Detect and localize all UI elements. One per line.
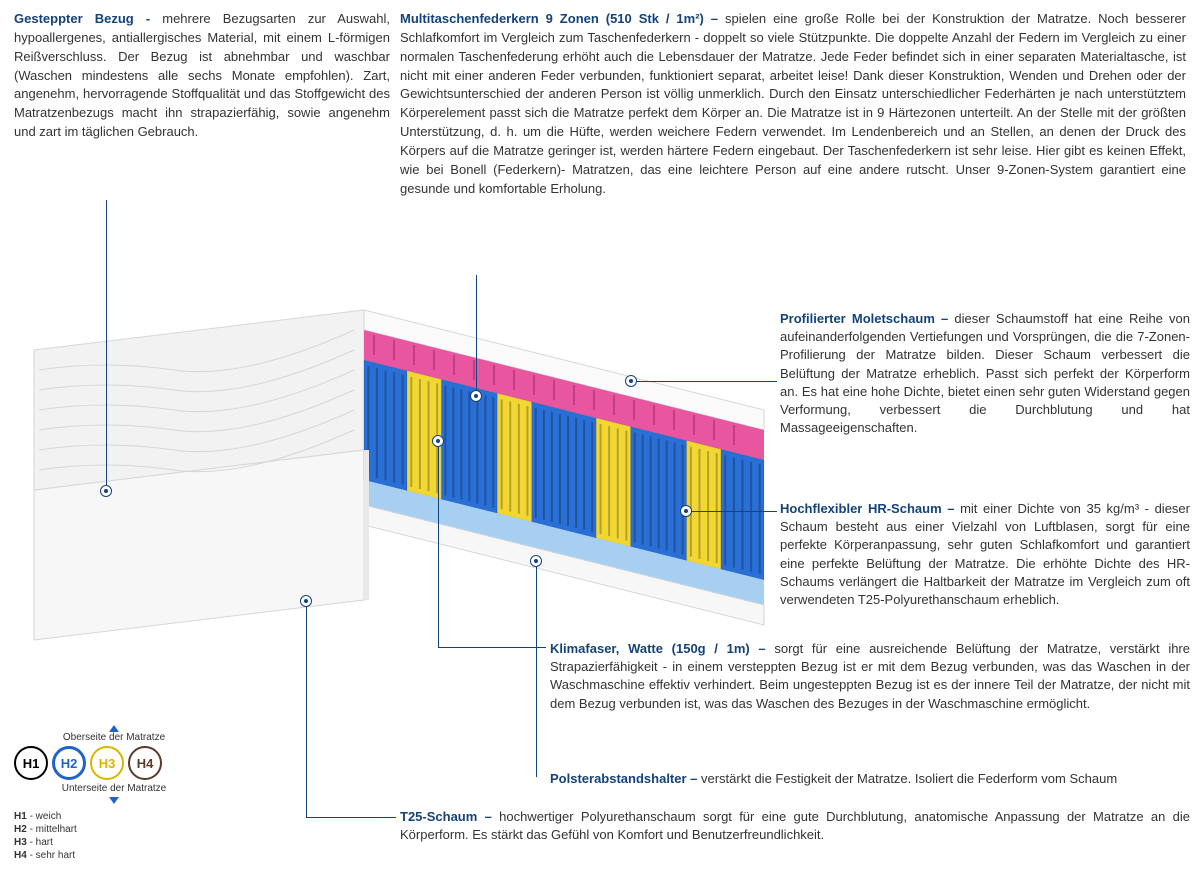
legend-key-item: H4 - sehr hart [14, 849, 214, 862]
legend-key-item: H3 - hart [14, 836, 214, 849]
legend-bottom-label: Unterseite der Matratze [14, 783, 214, 794]
legend-key-item: H1 - weich [14, 810, 214, 823]
body: hochwertiger Polyurethanschaum sorgt für… [400, 809, 1190, 842]
title: Profilierter Moletschaum – [780, 311, 954, 326]
body: mit einer Dichte von 35 kg/m³ - dieser S… [780, 501, 1190, 607]
leader [106, 200, 107, 485]
desc-springs: Multitaschenfederkern 9 Zonen (510 Stk /… [400, 10, 1186, 198]
leader [438, 647, 546, 648]
leader [306, 817, 396, 818]
hardness-ring-h2: H2 [52, 746, 86, 780]
leader [306, 607, 307, 817]
hardness-legend: Oberseite der Matratze H1H2H3H4 Untersei… [14, 725, 214, 862]
desc-springs-body: spielen eine große Rolle bei der Konstru… [400, 11, 1186, 196]
body: verstärkt die Festigkeit der Matratze. I… [701, 771, 1117, 786]
desc-t25: T25-Schaum – hochwertiger Polyurethansch… [400, 808, 1190, 844]
desc-polsterabstand: Polsterabstandshalter – verstärkt die Fe… [550, 770, 1190, 788]
mattress-diagram [14, 260, 794, 680]
title: Klimafaser, Watte (150g / 1m) – [550, 641, 774, 656]
leader [476, 275, 477, 390]
leader [536, 567, 537, 777]
callout-moletschaum [625, 375, 637, 387]
arrow-up-icon [109, 725, 119, 732]
desc-cover: Gesteppter Bezug - mehrere Bezugsarten z… [14, 10, 390, 142]
leader [692, 511, 777, 512]
hardness-ring-h3: H3 [90, 746, 124, 780]
title: Polsterabstandshalter – [550, 771, 701, 786]
desc-springs-title: Multitaschenfederkern 9 Zonen (510 Stk /… [400, 11, 725, 26]
legend-top-label: Oberseite der Matratze [14, 732, 214, 743]
title: T25-Schaum – [400, 809, 499, 824]
callout-t25 [300, 595, 312, 607]
desc-cover-title: Gesteppter Bezug - [14, 11, 162, 26]
desc-hr-schaum: Hochflexibler HR-Schaum – mit einer Dich… [780, 500, 1190, 609]
leader [637, 381, 777, 382]
leader [438, 447, 439, 647]
callout-hr-schaum [680, 505, 692, 517]
desc-cover-body: mehrere Bezugsarten zur Auswahl, hypoall… [14, 11, 390, 139]
callout-polsterabstand [530, 555, 542, 567]
callout-klimafaser [432, 435, 444, 447]
desc-moletschaum: Profilierter Moletschaum – dieser Schaum… [780, 310, 1190, 437]
body: dieser Schaumstoff hat eine Reihe von au… [780, 311, 1190, 435]
ring-row: H1H2H3H4 [14, 746, 214, 780]
hardness-ring-h1: H1 [14, 746, 48, 780]
callout-springs [470, 390, 482, 402]
callout-cover [100, 485, 112, 497]
arrow-down-icon [109, 797, 119, 804]
title: Hochflexibler HR-Schaum – [780, 501, 960, 516]
legend-key: H1 - weichH2 - mittelhartH3 - hartH4 - s… [14, 810, 214, 862]
hardness-ring-h4: H4 [128, 746, 162, 780]
desc-klimafaser: Klimafaser, Watte (150g / 1m) – sorgt fü… [550, 640, 1190, 713]
legend-key-item: H2 - mittelhart [14, 823, 214, 836]
